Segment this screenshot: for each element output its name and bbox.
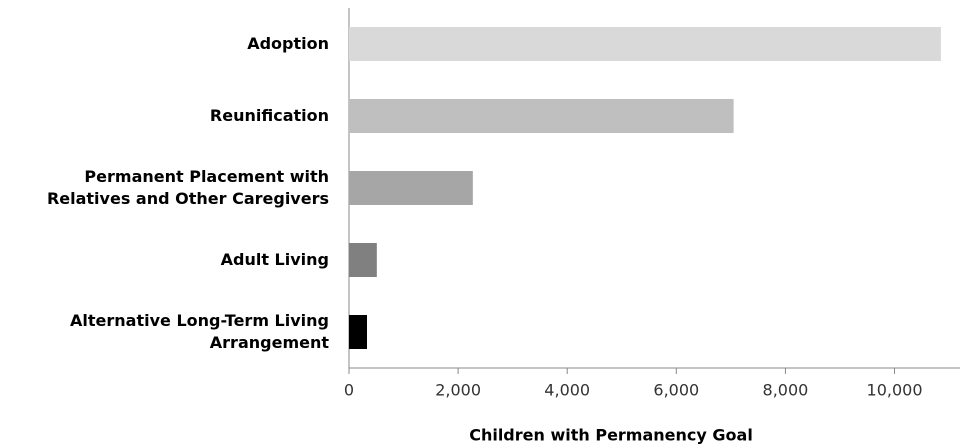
y-tick-label-line: Adult Living: [221, 250, 329, 269]
y-tick-label: Adoption: [247, 34, 329, 53]
x-tick-label: 8,000: [763, 381, 809, 400]
y-tick-label-line: Adoption: [247, 34, 329, 53]
y-tick-label-line: Relatives and Other Caregivers: [47, 189, 329, 208]
y-tick-label-line: Alternative Long-Term Living: [70, 311, 329, 330]
bar: [349, 315, 368, 349]
x-tick-label: 6,000: [653, 381, 699, 400]
x-axis-title: Children with Permanency Goal: [469, 426, 753, 445]
y-tick-label: Alternative Long-Term Living Arrangement: [70, 311, 329, 352]
x-tick-label: 0: [344, 381, 354, 400]
x-tick-label: 2,000: [435, 381, 481, 400]
x-tick-label: 4,000: [544, 381, 590, 400]
y-tick-label: Adult Living: [221, 250, 329, 269]
bar: [349, 171, 473, 205]
y-tick-label: Permanent Placement with Relatives and Ot…: [47, 167, 329, 208]
bar: [349, 99, 734, 133]
bar: [349, 27, 941, 61]
y-tick-label-line: Arrangement: [210, 333, 330, 352]
x-tick-label: 10,000: [867, 381, 923, 400]
bar: [349, 243, 377, 277]
y-tick-label: Reunification: [210, 106, 329, 125]
y-tick-label-line: Reunification: [210, 106, 329, 125]
y-tick-label-line: Permanent Placement with: [84, 167, 329, 186]
